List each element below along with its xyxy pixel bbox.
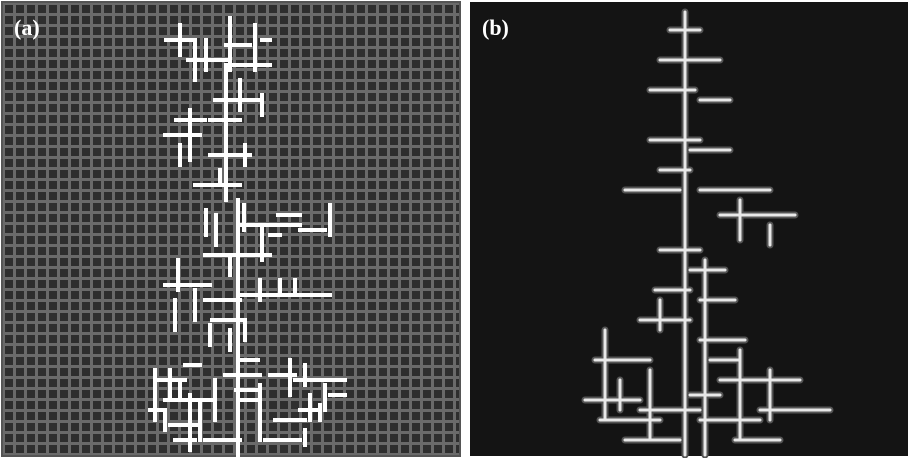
panel-label: (a): [14, 15, 40, 40]
figure: (a) (b): [0, 0, 910, 458]
panel-label: (b): [482, 15, 509, 40]
page: (a) (b) (() => { const data = JSON.parse…: [0, 0, 910, 458]
divider: [462, 0, 470, 458]
panel-a: (a): [2, 2, 460, 456]
photo: [470, 2, 908, 456]
panel-b: (b): [470, 2, 908, 456]
